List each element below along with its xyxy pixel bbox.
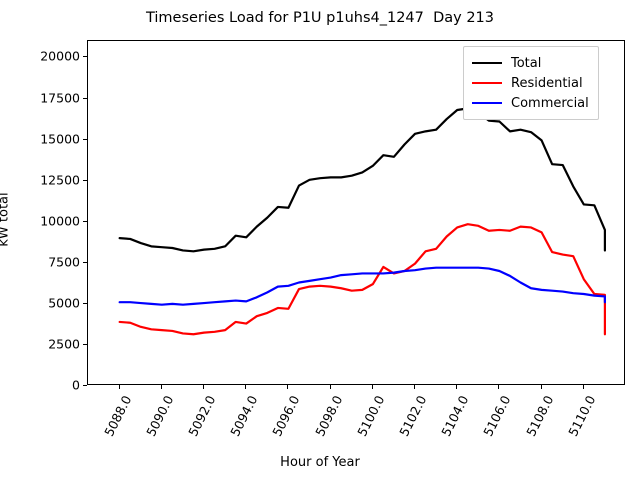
x-axis-tick-label: 5094.0 [227, 393, 261, 439]
series-line-residential [118, 223, 607, 336]
series-line-total [118, 107, 607, 253]
y-axis-tick-mark [83, 385, 87, 386]
x-axis-tick-mark [118, 385, 120, 389]
legend-item-commercial[interactable]: Commercial [472, 93, 589, 113]
y-axis-tick-label: 20000 [40, 48, 80, 64]
x-axis-tick-mark [203, 385, 205, 389]
y-axis-tick-mark [83, 261, 87, 263]
x-axis-tick-mark [498, 385, 500, 389]
x-axis-tick-label: 5110.0 [564, 393, 599, 439]
x-axis-label: Hour of Year [280, 455, 360, 470]
y-axis-tick-label: 0 [72, 377, 80, 393]
x-axis-tick-label: 5098.0 [311, 393, 345, 439]
x-axis-tick-mark [414, 385, 416, 389]
y-axis-tick-mark [83, 302, 87, 304]
legend-item-total[interactable]: Total [472, 53, 589, 73]
x-axis-tick-mark [456, 385, 458, 389]
y-axis-tick-mark [83, 179, 87, 181]
y-axis-tick-label: 7500 [48, 254, 80, 270]
x-axis-tick-mark [245, 385, 247, 389]
y-axis-tick-label: 5000 [48, 295, 80, 311]
legend-swatch-total [472, 62, 502, 64]
x-axis-tick-label: 5104.0 [438, 393, 472, 439]
x-axis-tick-mark [329, 385, 331, 389]
x-axis-tick-mark [287, 385, 289, 389]
y-axis-tick-label: 2500 [48, 336, 80, 352]
x-axis-tick-mark [540, 385, 542, 389]
chart-legend: Total Residential Commercial [463, 46, 599, 120]
legend-label: Commercial [511, 95, 589, 111]
y-axis-label: kW total [0, 192, 12, 247]
legend-item-residential[interactable]: Residential [472, 73, 589, 93]
series-lines [118, 107, 607, 336]
x-axis-tick-label: 5100.0 [353, 393, 388, 439]
legend-label: Total [511, 55, 542, 71]
y-axis-tick-label: 15000 [40, 131, 80, 147]
legend-swatch-commercial [472, 102, 502, 104]
y-axis-tick-label: 12500 [40, 172, 80, 188]
x-axis-tick-label: 5092.0 [185, 393, 219, 439]
x-axis-tick-label: 5090.0 [142, 393, 177, 439]
series-line-commercial [118, 266, 607, 306]
legend-label: Residential [511, 75, 583, 91]
x-axis-tick-label: 5102.0 [396, 393, 430, 439]
x-axis-tick-mark [160, 385, 162, 389]
y-axis-tick-mark [83, 343, 87, 345]
y-axis-tick-mark [83, 220, 87, 222]
chart-title: Timeseries Load for P1U p1uhs4_1247 Day … [145, 10, 495, 26]
x-axis-tick-label: 5096.0 [269, 393, 303, 439]
legend-swatch-residential [472, 82, 502, 84]
y-axis-tick-mark [83, 97, 87, 99]
y-axis-tick-mark [83, 138, 87, 140]
y-axis-tick-label: 17500 [40, 90, 80, 105]
x-axis-tick-label: 5108.0 [522, 393, 556, 439]
x-axis-tick-label: 5088.0 [100, 393, 135, 439]
x-axis-tick-mark [371, 385, 373, 389]
x-axis-tick-mark [582, 385, 584, 389]
y-axis-tick-mark [83, 56, 87, 58]
y-axis-tick-label: 10000 [40, 213, 80, 229]
x-axis-tick-label: 5106.0 [480, 393, 514, 439]
